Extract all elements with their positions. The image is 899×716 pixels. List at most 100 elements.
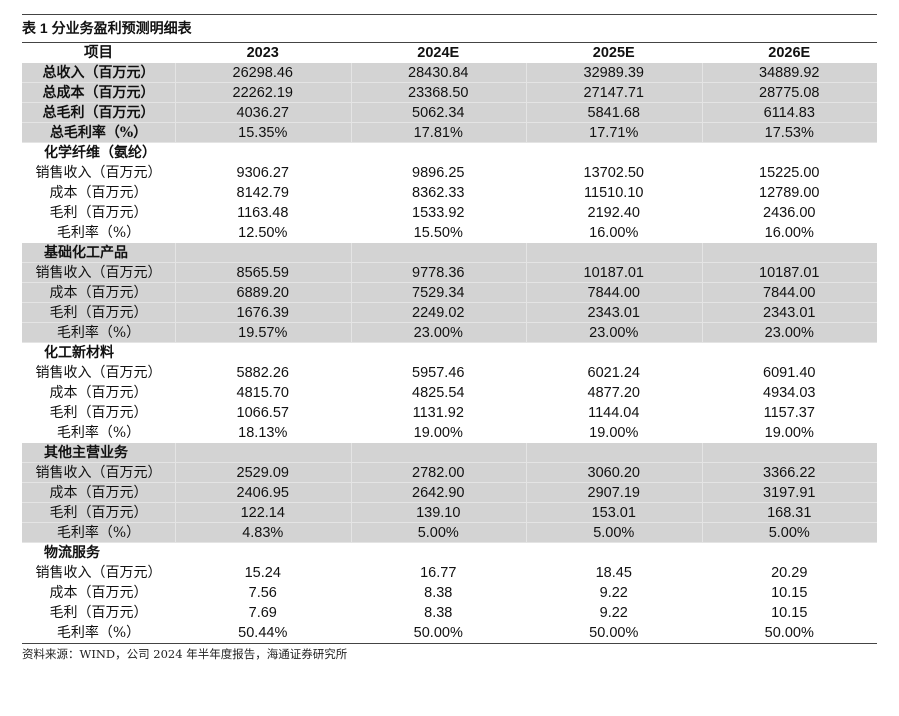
value-cell (175, 243, 351, 263)
value-cell: 9.22 (599, 605, 628, 621)
value-cell (351, 543, 527, 563)
header-2023: 2023 (246, 45, 279, 61)
value-cell: 18.13% (238, 425, 288, 441)
table-row: 毛利率（%） 4.83% 5.00% 5.00% 5.00% (22, 523, 877, 543)
value-cell (702, 143, 878, 163)
table-title: 表 1 分业务盈利预测明细表 (22, 20, 192, 36)
row-label: 总收入（百万元） (22, 63, 175, 83)
table-row: 毛利（百万元） 7.69 8.38 9.22 10.15 (22, 603, 877, 623)
table-row: 成本（百万元） 6889.20 7529.34 7844.00 7844.00 (22, 283, 877, 303)
value-cell: 9778.36 (350, 263, 526, 283)
row-label: 毛利（百万元） (49, 405, 148, 421)
section-name: 其他主营业务 (22, 443, 175, 463)
section-row: 物流服务 (22, 543, 877, 563)
row-label: 成本（百万元） (22, 283, 175, 303)
section-row: 化工新材料 (22, 343, 877, 363)
value-cell: 28430.84 (350, 63, 526, 83)
value-cell: 8142.79 (236, 185, 289, 201)
value-cell: 9.22 (599, 585, 628, 601)
value-cell (526, 143, 702, 163)
table-row: 成本（百万元） 2406.95 2642.90 2907.19 3197.91 (22, 483, 877, 503)
row-label: 毛利率（%） (56, 225, 141, 241)
top-rule (22, 14, 877, 15)
row-label: 毛利率（%） (56, 425, 141, 441)
table-row: 销售收入（百万元） 15.24 16.77 18.45 20.29 (22, 563, 877, 583)
value-cell: 2343.01 (526, 303, 702, 323)
value-cell: 15.24 (244, 565, 281, 581)
value-cell: 3197.91 (701, 483, 877, 503)
value-cell: 18.45 (595, 565, 632, 581)
value-cell: 4934.03 (763, 385, 816, 401)
value-cell: 50.00% (589, 625, 639, 641)
table-row: 毛利（百万元） 122.14 139.10 153.01 168.31 (22, 503, 877, 523)
row-label: 成本（百万元） (49, 385, 148, 401)
value-cell: 1533.92 (412, 205, 465, 221)
value-cell: 2529.09 (175, 463, 351, 483)
value-cell (526, 443, 702, 463)
value-cell: 7844.00 (701, 283, 877, 303)
value-cell: 10.15 (771, 605, 808, 621)
value-cell: 1676.39 (175, 303, 351, 323)
value-cell (351, 343, 527, 363)
value-cell: 10187.01 (526, 263, 702, 283)
value-cell: 27147.71 (526, 83, 702, 103)
row-label: 成本（百万元） (49, 585, 148, 601)
value-cell: 5841.68 (526, 103, 702, 123)
value-cell: 3060.20 (526, 463, 702, 483)
value-cell: 8.38 (424, 585, 453, 601)
row-label: 毛利率（%） (22, 323, 175, 343)
value-cell: 1144.04 (588, 405, 640, 421)
value-cell: 3366.22 (701, 463, 877, 483)
row-label: 总成本（百万元） (22, 83, 175, 103)
value-cell: 10.15 (771, 585, 808, 601)
row-label: 毛利（百万元） (49, 605, 148, 621)
header-item: 项目 (84, 45, 113, 61)
value-cell: 7.69 (248, 605, 277, 621)
table-row: 总毛利率（%） 15.35% 17.81% 17.71% 17.53% (22, 123, 877, 143)
value-cell (175, 143, 351, 163)
value-cell: 19.57% (175, 323, 351, 343)
value-cell: 4877.20 (587, 385, 640, 401)
section-row: 基础化工产品 (22, 243, 877, 263)
value-cell: 12789.00 (759, 185, 820, 201)
value-cell: 2343.01 (701, 303, 877, 323)
value-cell (701, 243, 877, 263)
table-row: 销售收入（百万元） 8565.59 9778.36 10187.01 10187.01 (22, 263, 877, 283)
table-row: 毛利率（%） 12.50% 15.50% 16.00% 16.00% (22, 223, 877, 243)
value-cell: 5957.46 (412, 365, 465, 381)
value-cell: 4815.70 (236, 385, 289, 401)
table-row: 销售收入（百万元） 9306.27 9896.25 13702.50 15225.00 (22, 163, 877, 183)
value-cell: 16.77 (420, 565, 457, 581)
table-row: 成本（百万元） 8142.79 8362.33 11510.10 12789.00 (22, 183, 877, 203)
table-row: 销售收入（百万元） 5882.26 5957.46 6021.24 6091.40 (22, 363, 877, 383)
value-cell: 7844.00 (526, 283, 702, 303)
header-2024e: 2024E (417, 45, 460, 61)
document-body: 表 1 分业务盈利预测明细表 项目 2023 2024E 2025E 2026E… (22, 14, 877, 662)
value-cell: 6114.83 (701, 103, 877, 123)
section-name: 化学纤维（氨纶） (44, 145, 156, 161)
row-label: 毛利率（%） (22, 523, 175, 543)
value-cell: 8.38 (424, 605, 453, 621)
table-row: 毛利率（%） 19.57% 23.00% 23.00% 23.00% (22, 323, 877, 343)
table-row: 毛利（百万元） 1066.57 1131.92 1144.04 1157.37 (22, 403, 877, 423)
value-cell (702, 343, 878, 363)
value-cell: 50.00% (413, 625, 463, 641)
value-cell: 23.00% (526, 323, 702, 343)
value-cell: 5.00% (701, 523, 877, 543)
value-cell: 9896.25 (412, 165, 465, 181)
value-cell: 15225.00 (759, 165, 820, 181)
value-cell: 2642.90 (350, 483, 526, 503)
section-name: 基础化工产品 (22, 243, 175, 263)
value-cell: 19.00% (764, 425, 814, 441)
profit-forecast-table: 项目 2023 2024E 2025E 2026E 总收入（百万元） 26298.… (22, 42, 877, 644)
value-cell: 2782.00 (350, 463, 526, 483)
value-cell: 2907.19 (526, 483, 702, 503)
value-cell: 16.00% (764, 225, 814, 241)
value-cell: 15.50% (413, 225, 463, 241)
value-cell: 5.00% (350, 523, 526, 543)
value-cell (350, 443, 526, 463)
value-cell: 20.29 (771, 565, 808, 581)
value-cell: 153.01 (526, 503, 702, 523)
value-cell: 7529.34 (350, 283, 526, 303)
value-cell: 50.44% (238, 625, 288, 641)
